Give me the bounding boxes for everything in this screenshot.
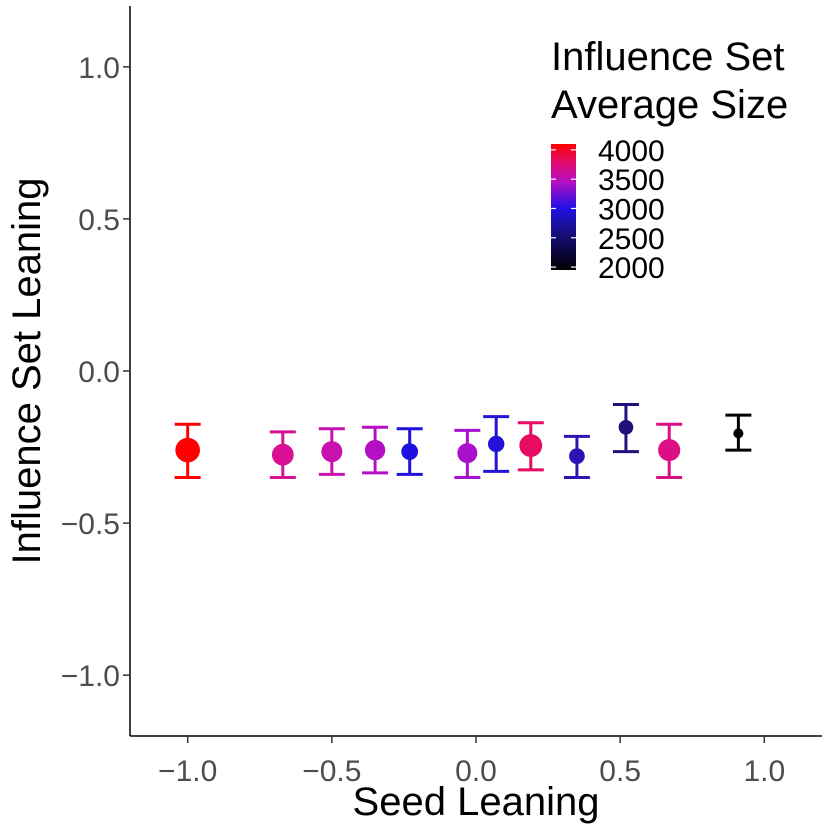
data-point bbox=[401, 443, 419, 460]
data-marks bbox=[174, 402, 752, 479]
y-tick-label: 0.5 bbox=[78, 204, 120, 237]
data-point-group bbox=[174, 422, 201, 479]
data-point-group bbox=[396, 427, 423, 476]
data-point-group bbox=[725, 413, 752, 452]
y-tick-label: −1.0 bbox=[61, 660, 120, 693]
legend-label: 2000 bbox=[598, 252, 665, 285]
legend-title-line-2: Average Size bbox=[551, 83, 788, 127]
data-point bbox=[321, 441, 343, 463]
data-point bbox=[733, 428, 744, 439]
x-tick-label: 0.5 bbox=[599, 755, 641, 788]
y-tick-label: −0.5 bbox=[61, 508, 120, 541]
x-tick-label: −1.0 bbox=[158, 755, 217, 788]
data-point bbox=[658, 439, 681, 462]
legend-label: 3500 bbox=[598, 164, 665, 197]
legend-title-line-1: Influence Set bbox=[551, 35, 785, 79]
x-tick-label: −0.5 bbox=[302, 755, 361, 788]
x-axis-title: Seed Leaning bbox=[353, 780, 600, 824]
legend-label: 3000 bbox=[598, 193, 665, 226]
data-point bbox=[519, 434, 543, 457]
data-point bbox=[175, 437, 200, 463]
legend-label: 4000 bbox=[598, 135, 665, 168]
legend: Influence Set Average Size 4000350030002… bbox=[551, 35, 788, 285]
data-point-group bbox=[362, 425, 389, 475]
data-point bbox=[487, 435, 505, 453]
data-point-group bbox=[454, 428, 481, 479]
y-tick-label: 0.0 bbox=[78, 356, 120, 389]
data-point-group bbox=[563, 434, 590, 479]
legend-label: 2500 bbox=[598, 223, 665, 256]
y-tick-label: 1.0 bbox=[78, 52, 120, 85]
data-point bbox=[457, 443, 478, 464]
data-point bbox=[271, 443, 294, 466]
y-axis-title: Influence Set Leaning bbox=[5, 178, 49, 565]
data-point bbox=[569, 448, 585, 465]
data-point-group bbox=[318, 427, 345, 476]
data-point-group bbox=[517, 421, 544, 472]
legend-colorbar bbox=[551, 144, 576, 270]
x-tick-label: 0.0 bbox=[455, 755, 497, 788]
x-tick-label: 1.0 bbox=[743, 755, 785, 788]
data-point bbox=[618, 419, 634, 435]
data-point-group bbox=[612, 402, 639, 454]
axes: −1.0 −0.5 0.0 0.5 1.0 −1.0 −0.5 0.0 0.5 1.0 bbox=[61, 6, 822, 788]
data-point-group bbox=[656, 422, 683, 479]
data-point-group bbox=[483, 415, 510, 473]
data-point-group bbox=[269, 430, 296, 479]
data-point bbox=[364, 439, 386, 461]
